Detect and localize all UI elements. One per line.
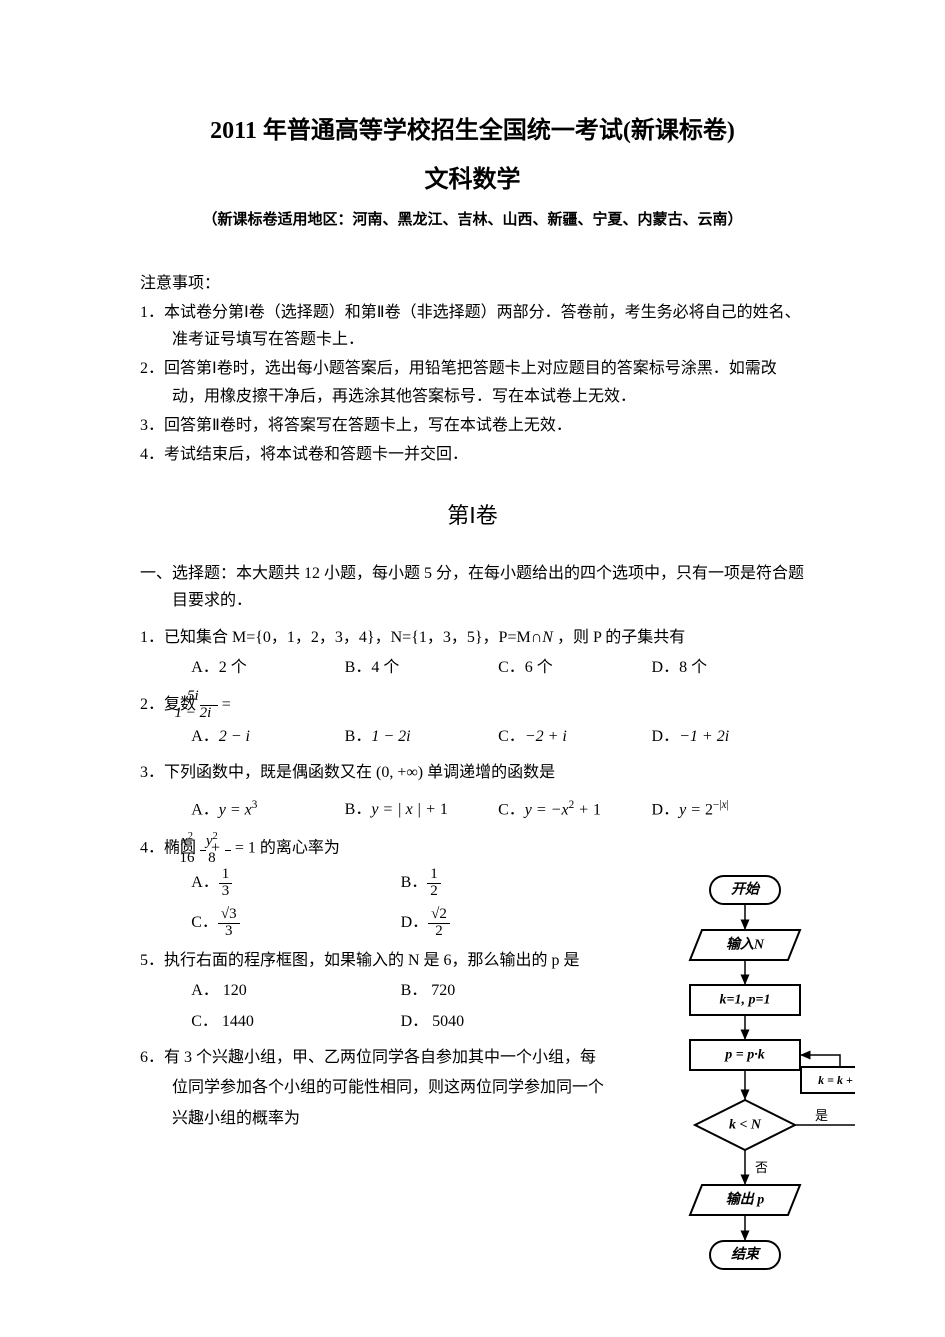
question-4: 4．椭圆 x216 + y28 = 1 的离心率为 A．13 B．12 C．√3…: [140, 831, 610, 940]
svg-text:开始: 开始: [731, 881, 761, 898]
q4-opt-d: D．√22: [401, 907, 610, 940]
q1-stem-prefix: 1．已知集合 M={0，1，2，3，4}，N={1，3，5}，P=M∩: [140, 629, 542, 646]
q3-opt-d: D．y = 2−|x|: [652, 795, 805, 826]
q5-opt-b: B． 720: [401, 976, 610, 1006]
q1-stem-suffix: ，则 P 的子集共有: [553, 629, 685, 646]
section-title: 第Ⅰ卷: [140, 498, 805, 530]
section-desc: 一、选择题：本大题共 12 小题，每小题 5 分，在每小题给出的四个选项中，只有…: [140, 560, 805, 614]
q2-frac-den: 1 − 2i: [200, 706, 218, 722]
q2-frac-num: 5i: [200, 689, 218, 706]
svg-text:输入N: 输入N: [726, 936, 765, 953]
q3-opt-c: C．y = −x2 + 1: [498, 795, 651, 826]
q3-opt-a: A．y = x3: [191, 795, 344, 826]
notice-item: 1．本试卷分第Ⅰ卷（选择题）和第Ⅱ卷（非选择题）两部分．答卷前，考生务必将自己的…: [140, 299, 805, 353]
svg-text:结束: 结束: [731, 1246, 761, 1263]
q5-opt-a: A． 120: [191, 976, 400, 1006]
question-2: 2．复数 5i 1 − 2i = A．2 − i B．1 − 2i C．−2 +…: [140, 689, 805, 752]
question-6: 6．有 3 个兴趣小组，甲、乙两位同学各自参加其中一个小组，每位同学参加各个小组…: [140, 1043, 610, 1134]
q2-opt-c: C．−2 + i: [498, 722, 651, 752]
q2-fraction: 5i 1 − 2i: [200, 689, 218, 722]
flowchart-diagram: 否 是 开始输入N k=1, p=1 p = p·k k = k + 1 k < N 输出 p…: [635, 870, 855, 1290]
q1-opt-a: A．2 个: [191, 653, 344, 683]
svg-text:p = p·k: p = p·k: [724, 1048, 764, 1063]
svg-text:输出 p: 输出 p: [726, 1191, 765, 1208]
q2-opt-d: D．−1 + 2i: [652, 722, 805, 752]
q2-stem-suffix: =: [222, 696, 231, 713]
notice-header: 注意事项：: [140, 269, 805, 293]
svg-text:是: 是: [815, 1108, 828, 1123]
question-5: 5．执行右面的程序框图，如果输入的 N 是 6，那么输出的 p 是 A． 120…: [140, 946, 610, 1037]
q3-opt-b: B．y = | x | + 1: [345, 795, 498, 826]
svg-text:k=1, p=1: k=1, p=1: [720, 993, 771, 1008]
q2-opt-a: A．2 − i: [191, 722, 344, 752]
title-main: 2011 年普通高等学校招生全国统一考试(新课标卷): [140, 110, 805, 145]
question-1: 1．已知集合 M={0，1，2，3，4}，N={1，3，5}，P=M∩N ，则 …: [140, 623, 805, 684]
q1-N: N: [542, 629, 553, 646]
svg-text:否: 否: [755, 1160, 768, 1175]
q5-opt-c: C． 1440: [191, 1007, 400, 1037]
q4-opt-b: B．12: [401, 867, 610, 900]
notice-item: 3．回答第Ⅱ卷时，将答案写在答题卡上，写在本试卷上无效．: [140, 412, 805, 439]
question-3: 3．下列函数中，既是偶函数又在 (0, +∞) 单调递增的函数是 A．y = x…: [140, 758, 805, 825]
q2-opt-b: B．1 − 2i: [345, 722, 498, 752]
title-sub: 文科数学: [140, 159, 805, 194]
q5-opt-d: D． 5040: [401, 1007, 610, 1037]
q4-stem-suffix: 的离心率为: [260, 840, 340, 857]
q4-opt-a: A．13: [191, 867, 400, 900]
q6-stem: 6．有 3 个兴趣小组，甲、乙两位同学各自参加其中一个小组，每位同学参加各个小组…: [140, 1043, 610, 1134]
q1-opt-b: B．4 个: [345, 653, 498, 683]
q3-stem: 3．下列函数中，既是偶函数又在 (0, +∞) 单调递增的函数是: [140, 758, 805, 788]
svg-text:k < N: k < N: [729, 1118, 762, 1133]
q1-opt-c: C．6 个: [498, 653, 651, 683]
svg-text:k = k + 1: k = k + 1: [818, 1073, 855, 1087]
q4-opt-c: C．√33: [191, 907, 400, 940]
title-region: （新课标卷适用地区：河南、黑龙江、吉林、山西、新疆、宁夏、内蒙古、云南）: [140, 208, 805, 229]
q1-opt-d: D．8 个: [652, 653, 805, 683]
q5-stem: 5．执行右面的程序框图，如果输入的 N 是 6，那么输出的 p 是: [140, 946, 610, 976]
notice-item: 4．考试结束后，将本试卷和答题卡一并交回．: [140, 441, 805, 468]
notice-item: 2．回答第Ⅰ卷时，选出每小题答案后，用铅笔把答题卡上对应题目的答案标号涂黑．如需…: [140, 355, 805, 409]
q4-frac2: y28: [225, 831, 231, 867]
